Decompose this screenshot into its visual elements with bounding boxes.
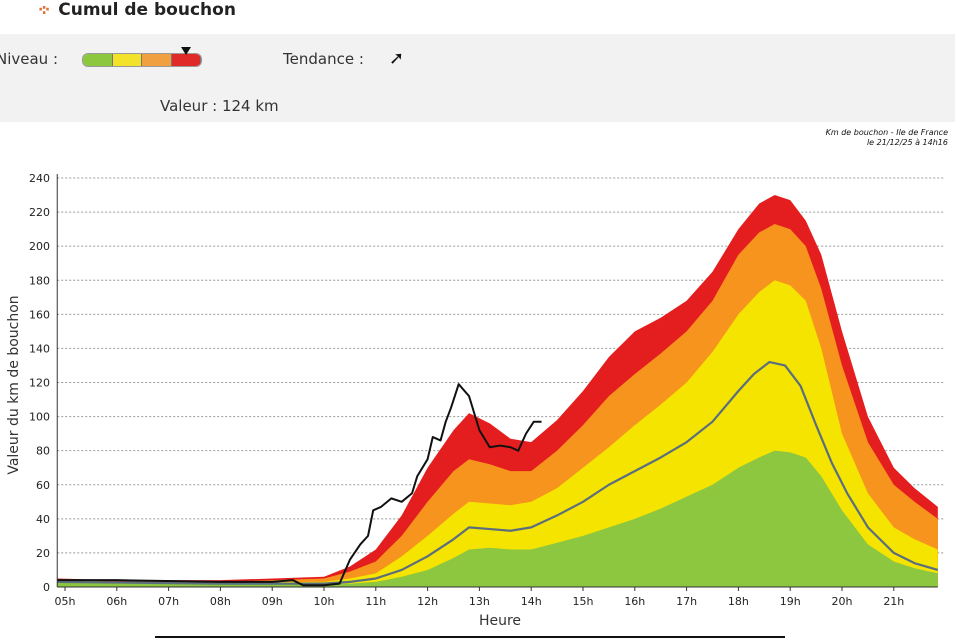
x-tick-label: 18h [728, 595, 749, 608]
y-tick-label: 240 [29, 172, 50, 185]
forecast-band [57, 450, 938, 587]
x-tick-label: 14h [521, 595, 542, 608]
y-tick-label: 20 [36, 547, 50, 560]
y-tick-label: 60 [36, 479, 50, 492]
x-tick-label: 06h [106, 595, 127, 608]
median-line [57, 360, 939, 585]
niveau-label: Niveau : [0, 50, 59, 68]
x-tick-label: 08h [210, 595, 231, 608]
x-tick-label: 19h [780, 595, 801, 608]
x-tick-label: 05h [55, 595, 76, 608]
x-tick-label: 16h [624, 595, 645, 608]
y-tick-label: 200 [29, 240, 50, 253]
x-tick-label: 15h [573, 595, 594, 608]
x-tick-label: 07h [158, 595, 179, 608]
x-axis-title: Heure [479, 613, 521, 629]
actual-line [57, 383, 542, 587]
y-tick-label: 120 [29, 377, 50, 390]
traffic-cross-icon: ·:· [38, 2, 50, 18]
credit-line1: Km de bouchon - Ile de France [825, 128, 948, 137]
y-axis-title: Valeur du km de bouchon [6, 295, 22, 474]
x-tick-label: 12h [417, 595, 438, 608]
tendance-label: Tendance : [283, 50, 364, 68]
x-tick-label: 13h [469, 595, 490, 608]
credit-line2: le 21/12/25 à 14h16 [866, 138, 948, 147]
gauge-segment [83, 54, 113, 66]
x-tick-label: 10h [314, 595, 335, 608]
y-tick-label: 100 [29, 411, 50, 424]
x-tick-label: 21h [883, 595, 904, 608]
x-tick-label: 09h [262, 595, 283, 608]
gauge-segment [171, 54, 201, 66]
y-tick-label: 140 [29, 342, 50, 355]
title-text: Cumul de bouchon [58, 0, 236, 20]
x-tick-label: 17h [676, 595, 697, 608]
y-tick-label: 40 [36, 513, 50, 526]
arrow-up-right-icon: ➚ [389, 48, 405, 69]
y-tick-label: 220 [29, 206, 50, 219]
x-tick-label: 20h [832, 595, 853, 608]
x-tick-label: 11h [365, 595, 386, 608]
y-tick-label: 180 [29, 274, 50, 287]
gauge-segment [112, 54, 142, 66]
valeur-label: Valeur : 124 km [160, 97, 279, 115]
chart-credit: Km de bouchon - Ile de France le 21/12/2… [826, 128, 948, 148]
divider [155, 636, 785, 638]
status-panel [0, 34, 955, 122]
gauge-segment [142, 54, 172, 66]
y-tick-label: 160 [29, 308, 50, 321]
y-tick-label: 0 [43, 581, 50, 594]
page-title: ·:· Cumul de bouchon [38, 0, 236, 20]
level-marker-icon [180, 47, 191, 55]
level-gauge [82, 53, 202, 67]
y-tick-label: 80 [36, 445, 50, 458]
